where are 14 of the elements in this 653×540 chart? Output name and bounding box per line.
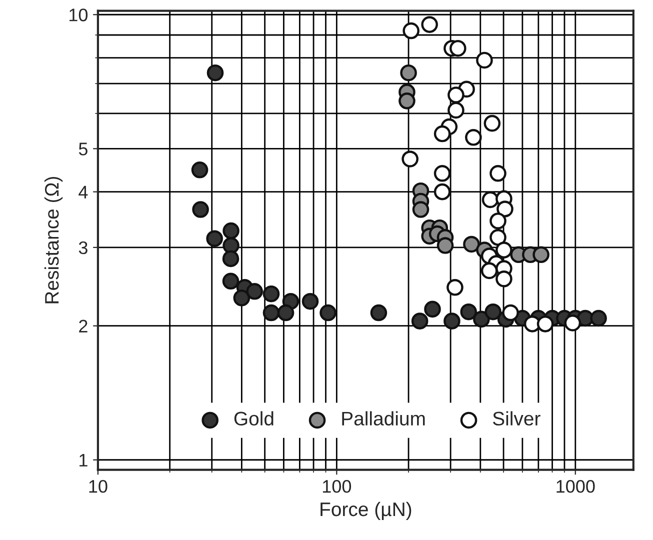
y-tick-label: 2	[79, 320, 88, 332]
y-tick-label: 3	[78, 241, 88, 254]
legend-label: Silver	[492, 411, 540, 426]
y-tick-label: 10	[70, 8, 88, 22]
x-tick-label: 10	[89, 480, 108, 493]
x-tick-label: 100	[322, 480, 352, 493]
legend-label: Gold	[234, 411, 274, 426]
y-tick-label: 5	[78, 142, 88, 156]
y-tick-label: 1	[80, 454, 88, 466]
legend-label: Palladium	[342, 411, 425, 426]
y-tick-label: 4	[78, 186, 88, 198]
x-axis-title: Force (µN)	[320, 502, 412, 520]
y-axis-title: Resistance (Ω)	[44, 176, 63, 304]
x-tick-label: 1000	[556, 480, 595, 493]
